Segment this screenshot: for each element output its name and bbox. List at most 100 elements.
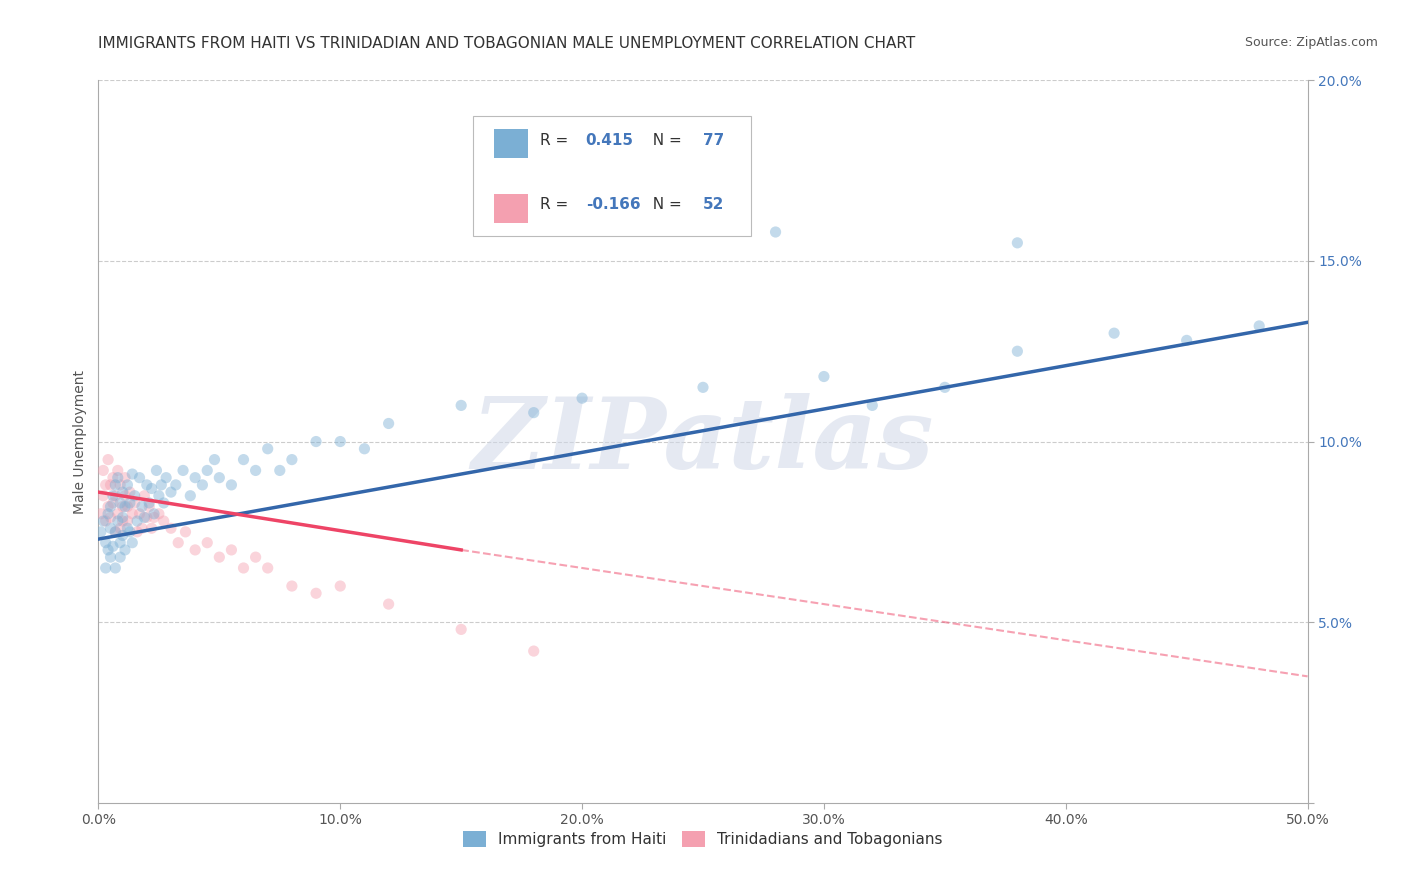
- Point: [934, 380, 956, 394]
- Text: -0.166: -0.166: [586, 197, 640, 212]
- Point: [104, 524, 127, 539]
- Point: [1102, 326, 1125, 340]
- Point: [145, 463, 167, 477]
- Point: [100, 478, 122, 492]
- Point: [104, 524, 127, 539]
- Point: [107, 507, 129, 521]
- Point: [131, 521, 153, 535]
- Point: [107, 514, 129, 528]
- Point: [152, 496, 174, 510]
- Point: [111, 500, 134, 514]
- Point: [167, 535, 190, 549]
- Point: [97, 542, 120, 557]
- Point: [97, 500, 120, 514]
- Point: [450, 623, 472, 637]
- Point: [127, 514, 149, 528]
- Point: [179, 489, 201, 503]
- Point: [94, 561, 117, 575]
- Text: ZIPatlas: ZIPatlas: [472, 393, 934, 490]
- Text: Source: ZipAtlas.com: Source: ZipAtlas.com: [1244, 36, 1378, 49]
- Point: [94, 478, 117, 492]
- Point: [256, 561, 278, 575]
- Point: [184, 542, 207, 557]
- Point: [128, 507, 150, 521]
- Point: [117, 478, 139, 492]
- Point: [114, 489, 136, 503]
- Point: [141, 521, 163, 535]
- Text: N =: N =: [643, 197, 686, 212]
- Point: [152, 514, 174, 528]
- Text: 0.415: 0.415: [586, 133, 634, 148]
- Point: [117, 521, 139, 535]
- Point: [281, 452, 304, 467]
- Point: [1007, 344, 1029, 359]
- Point: [208, 550, 231, 565]
- Point: [104, 561, 127, 575]
- Point: [90, 507, 112, 521]
- Point: [305, 586, 328, 600]
- Point: [94, 514, 117, 528]
- Text: R =: R =: [540, 197, 572, 212]
- Point: [118, 496, 141, 510]
- Point: [208, 471, 231, 485]
- Point: [97, 452, 120, 467]
- Point: [256, 442, 278, 456]
- Point: [191, 478, 214, 492]
- Point: [1007, 235, 1029, 250]
- Point: [245, 463, 267, 477]
- Point: [184, 471, 207, 485]
- Point: [377, 417, 399, 431]
- Point: [138, 496, 160, 510]
- Point: [135, 510, 157, 524]
- Point: [150, 478, 173, 492]
- Point: [204, 452, 226, 467]
- Point: [232, 452, 254, 467]
- Point: [108, 550, 131, 565]
- Point: [108, 535, 131, 549]
- Point: [108, 478, 131, 492]
- Point: [91, 489, 114, 503]
- Point: [281, 579, 304, 593]
- Point: [165, 478, 187, 492]
- Text: N =: N =: [643, 133, 686, 148]
- Point: [195, 463, 218, 477]
- Text: 77: 77: [703, 133, 724, 148]
- Point: [143, 510, 166, 524]
- Point: [148, 489, 170, 503]
- Point: [232, 561, 254, 575]
- Point: [114, 542, 136, 557]
- Point: [329, 579, 352, 593]
- Point: [101, 489, 124, 503]
- Point: [377, 597, 399, 611]
- Point: [135, 478, 157, 492]
- Point: [128, 471, 150, 485]
- Point: [174, 524, 197, 539]
- Point: [1175, 334, 1198, 348]
- Point: [104, 489, 127, 503]
- Point: [107, 471, 129, 485]
- FancyBboxPatch shape: [494, 129, 527, 158]
- Point: [269, 463, 291, 477]
- Point: [117, 514, 139, 528]
- Point: [305, 434, 328, 449]
- Point: [1249, 318, 1271, 333]
- Point: [101, 496, 124, 510]
- Point: [127, 524, 149, 539]
- Point: [692, 380, 714, 394]
- Text: 52: 52: [703, 197, 724, 212]
- Point: [111, 485, 134, 500]
- Point: [450, 398, 472, 412]
- Point: [100, 500, 122, 514]
- Point: [245, 550, 267, 565]
- Point: [813, 369, 835, 384]
- Point: [111, 528, 134, 542]
- Point: [118, 524, 141, 539]
- Point: [101, 471, 124, 485]
- Point: [329, 434, 352, 449]
- Point: [138, 500, 160, 514]
- Point: [91, 514, 114, 528]
- Point: [124, 489, 146, 503]
- Point: [143, 507, 166, 521]
- Point: [121, 467, 143, 481]
- Point: [121, 507, 143, 521]
